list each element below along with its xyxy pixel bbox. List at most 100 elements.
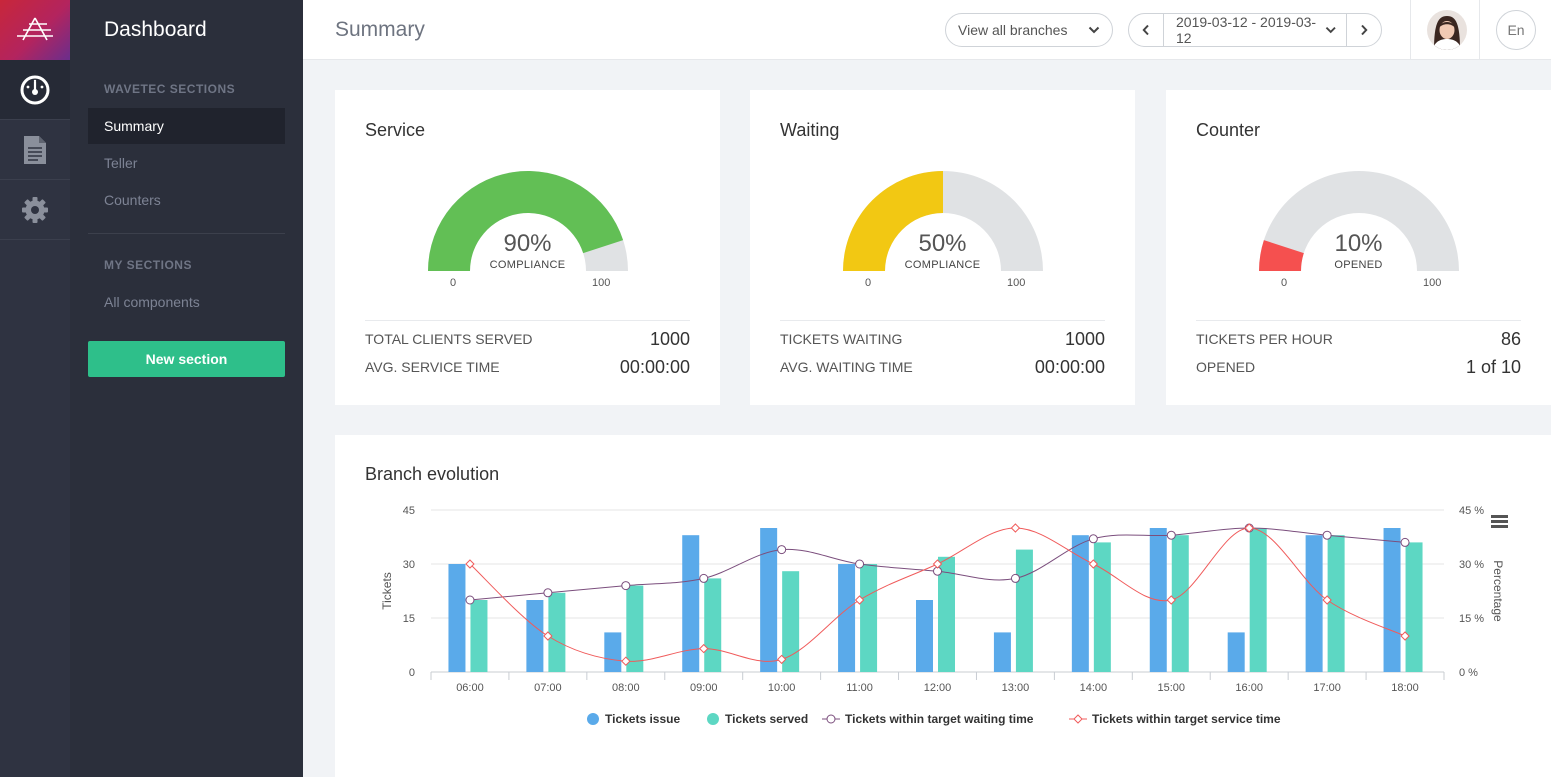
counter-gauge xyxy=(1259,171,1459,271)
rail-settings-button[interactable] xyxy=(0,180,70,240)
bar-tickets-issue xyxy=(526,600,544,672)
rail-dashboard-button[interactable] xyxy=(0,60,70,120)
bar-tickets-served xyxy=(1249,528,1267,672)
x-tick-label: 18:00 xyxy=(1391,682,1419,694)
gauge-label: OPENED xyxy=(1334,259,1383,271)
bar-tickets-served xyxy=(782,571,800,672)
bar-tickets-served xyxy=(704,578,722,672)
nav-item-teller[interactable]: Teller xyxy=(104,155,138,171)
nav-item-counters[interactable]: Counters xyxy=(104,192,161,208)
gauge-value: 10% xyxy=(1334,230,1383,257)
section-heading-wavetec: WAVETEC SECTIONS xyxy=(104,82,236,96)
gauge-value: 90% xyxy=(503,230,552,257)
point-service-target xyxy=(854,595,865,605)
point-waiting-target xyxy=(1166,530,1176,540)
bar-tickets-issue xyxy=(1227,632,1245,672)
card-divider xyxy=(780,320,1105,321)
stat-label: TICKETS PER HOUR xyxy=(1196,331,1333,347)
gauge-fill xyxy=(1259,240,1304,271)
bar-tickets-issue xyxy=(1383,528,1401,672)
point-service-target xyxy=(1322,595,1332,605)
date-range-value: 2019-03-12 - 2019-03-12 xyxy=(1176,14,1317,46)
gauge-min: 0 xyxy=(1281,277,1288,289)
bar-tickets-issue xyxy=(1071,535,1089,672)
x-tick-label: 10:00 xyxy=(768,682,796,694)
new-section-button[interactable]: New section xyxy=(88,341,285,377)
y-right-axis-label: Percentage xyxy=(1491,560,1505,622)
user-avatar-icon xyxy=(1427,10,1467,50)
bar-tickets-served xyxy=(1093,542,1111,672)
chevron-left-icon xyxy=(1142,24,1149,36)
y-right-tick-label: 15 % xyxy=(1459,613,1484,625)
gauge-min: 0 xyxy=(450,277,457,289)
gauge-track xyxy=(1259,171,1459,271)
rail-reports-button[interactable] xyxy=(0,120,70,180)
gauge-label: COMPLIANCE xyxy=(489,259,566,271)
x-tick-label: 15:00 xyxy=(1158,682,1186,694)
x-tick-label: 14:00 xyxy=(1080,682,1108,694)
gauge-fill xyxy=(843,171,943,271)
legend-label: Tickets within target waiting time xyxy=(845,712,1034,726)
chart-menu-icon[interactable] xyxy=(1491,515,1508,528)
document-icon xyxy=(24,135,46,164)
legend-label: Tickets within target service time xyxy=(1092,712,1281,726)
point-service-target xyxy=(1400,631,1410,641)
nav-item-all-components[interactable]: All components xyxy=(104,294,200,310)
legend-marker xyxy=(707,713,719,725)
bar-tickets-issue xyxy=(1305,535,1323,672)
point-waiting-target xyxy=(621,581,631,591)
y-tick-label: 15 xyxy=(403,613,415,625)
bar-tickets-served xyxy=(1327,535,1345,672)
legend-marker xyxy=(1073,714,1083,724)
menu-bar xyxy=(1491,515,1508,518)
menu-bar xyxy=(1491,520,1508,523)
gauge-max: 100 xyxy=(592,277,611,289)
x-tick-label: 07:00 xyxy=(534,682,562,694)
nav-item-summary[interactable]: Summary xyxy=(88,108,285,144)
x-tick-label: 16:00 xyxy=(1235,682,1263,694)
legend-label: Tickets served xyxy=(725,712,808,726)
wavetec-logo[interactable] xyxy=(0,0,70,60)
header-separator xyxy=(1479,0,1480,60)
side-navigation: Dashboard WAVETEC SECTIONS Summary Telle… xyxy=(70,0,303,777)
bar-tickets-issue xyxy=(682,535,700,672)
card-title: Waiting xyxy=(780,120,840,140)
language-switcher[interactable]: En xyxy=(1496,10,1536,50)
x-tick-label: 13:00 xyxy=(1002,682,1030,694)
point-waiting-target xyxy=(1322,530,1332,540)
bar-tickets-issue xyxy=(760,528,778,672)
icon-rail xyxy=(0,0,70,777)
logo-mark-icon xyxy=(17,17,53,41)
branch-select[interactable]: View all branches xyxy=(945,13,1113,47)
section-heading-my-sections: MY SECTIONS xyxy=(104,258,192,272)
bar-tickets-issue xyxy=(448,564,466,672)
dashboard-gauge-icon xyxy=(20,75,50,104)
x-tick-label: 06:00 xyxy=(456,682,484,694)
gauge-value: 50% xyxy=(918,230,967,257)
counter-card: Counter 10% OPENED 0 100 TICKETS PER HOU… xyxy=(1166,90,1551,405)
y-tick-label: 0 xyxy=(409,667,415,679)
stat-label: AVG. SERVICE TIME xyxy=(365,359,500,375)
card-title: Counter xyxy=(1196,120,1261,140)
date-next-button[interactable] xyxy=(1347,14,1381,46)
sidenav-title: Dashboard xyxy=(104,18,207,41)
x-tick-label: 08:00 xyxy=(612,682,640,694)
y-tick-label: 30 xyxy=(403,559,415,571)
service-gauge xyxy=(428,171,628,271)
bar-tickets-served xyxy=(938,556,955,672)
date-prev-button[interactable] xyxy=(1129,14,1163,46)
stat-value: 1000 xyxy=(649,329,690,349)
bar-tickets-served xyxy=(626,585,644,672)
point-waiting-target xyxy=(1400,537,1410,547)
stat-label: TICKETS WAITING xyxy=(780,331,903,347)
legend-marker xyxy=(826,714,836,724)
y-right-tick-label: 0 % xyxy=(1459,667,1478,679)
date-range-select[interactable]: 2019-03-12 - 2019-03-12 xyxy=(1163,14,1347,46)
bar-tickets-served xyxy=(548,592,566,672)
card-divider xyxy=(1196,320,1521,321)
y-right-tick-label: 45 % xyxy=(1459,505,1484,517)
gauge-fill xyxy=(428,171,624,271)
point-waiting-target xyxy=(777,545,787,555)
top-header: Summary View all branches 2019-03-12 - 2… xyxy=(303,0,1551,60)
user-avatar[interactable] xyxy=(1427,10,1467,50)
